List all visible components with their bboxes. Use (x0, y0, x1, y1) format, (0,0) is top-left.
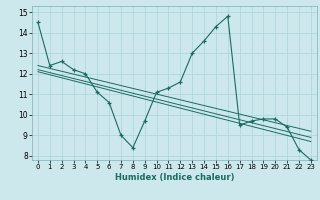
X-axis label: Humidex (Indice chaleur): Humidex (Indice chaleur) (115, 173, 234, 182)
